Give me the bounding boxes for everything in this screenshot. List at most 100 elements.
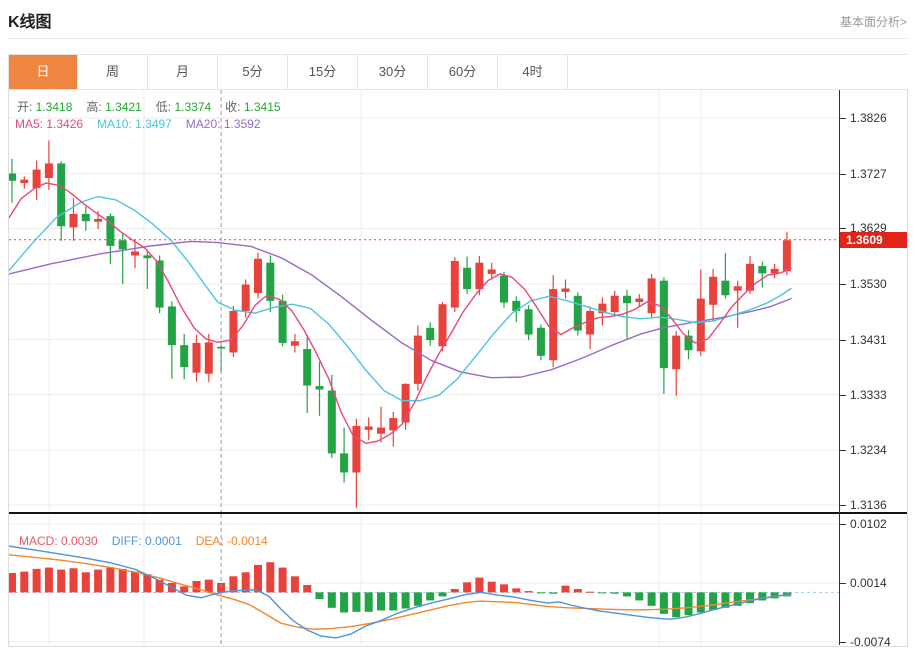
candle — [782, 240, 791, 272]
macd-bar — [241, 572, 250, 593]
candle — [475, 262, 484, 290]
candle — [709, 276, 718, 305]
candle — [143, 255, 152, 259]
axis-tick-label: 1.3530 — [850, 277, 887, 292]
macd-bar — [315, 592, 324, 600]
macd-bar — [413, 592, 422, 606]
candle — [758, 266, 767, 274]
candle — [9, 173, 16, 181]
candle — [340, 453, 349, 473]
candle — [217, 346, 226, 349]
macd-bar — [758, 592, 767, 601]
macd-bar — [44, 567, 53, 593]
candle — [364, 426, 373, 430]
candle — [192, 342, 201, 373]
macd-plot[interactable] — [9, 514, 839, 647]
axis-tick — [839, 524, 846, 525]
candle — [561, 288, 570, 292]
macd-bar — [364, 592, 373, 612]
candle — [721, 280, 730, 296]
candle — [278, 300, 287, 343]
candle — [684, 335, 693, 351]
axis-tick — [839, 394, 846, 396]
current-price-marker: 1.3609 — [840, 231, 907, 248]
legend-item: MA20: 1.3592 — [185, 117, 261, 131]
macd-bar — [438, 592, 447, 597]
axis-tick-label: 0.0014 — [850, 576, 887, 590]
macd-bar — [500, 584, 508, 593]
macd-bar — [709, 592, 718, 610]
axis-tick — [839, 118, 846, 119]
interval-tabstrip: 日周月 5分 15分 30分 60分 4时 — [8, 54, 908, 90]
fundamental-analysis-link[interactable]: 基本面分析> — [839, 15, 907, 29]
candle — [377, 427, 385, 434]
candle — [635, 298, 644, 302]
macd-bar — [450, 589, 459, 593]
tab-30min[interactable]: 30分 — [358, 55, 428, 89]
macd-bar — [352, 592, 361, 612]
candle — [413, 335, 422, 384]
candle — [254, 258, 262, 293]
candle — [94, 218, 103, 222]
tab-day[interactable]: 日 — [8, 55, 78, 89]
axis-tick — [839, 450, 846, 452]
candle — [57, 163, 66, 227]
candle — [623, 295, 631, 304]
macd-bar — [721, 592, 730, 608]
tab-4hour[interactable]: 4时 — [498, 55, 568, 89]
macd-bar — [770, 592, 779, 599]
tab-week[interactable]: 周 — [78, 55, 148, 89]
macd-bar — [684, 592, 693, 616]
tab-15min[interactable]: 15分 — [288, 55, 358, 89]
macd-bar — [303, 585, 312, 593]
price-axis-line — [839, 90, 840, 645]
axis-tick — [839, 173, 846, 175]
ma-legend: MA5: 1.3426 MA10: 1.3497 MA20: 1.3592 — [15, 117, 275, 131]
macd-bar — [389, 592, 398, 611]
tab-60min[interactable]: 60分 — [428, 55, 498, 89]
tab-5min[interactable]: 5分 — [218, 55, 288, 89]
macd-bar — [561, 585, 570, 593]
axis-tick-label: 1.3826 — [850, 111, 887, 125]
candle — [20, 179, 29, 184]
macd-bar — [143, 574, 152, 593]
candle — [290, 341, 299, 346]
macd-bar — [746, 592, 754, 604]
macd-bar — [81, 572, 90, 593]
chart-widget: 1.3826 1.3727 1.3629 1.3530 1.3431 1.3333 1.32… — [8, 90, 908, 649]
macd-bar — [573, 589, 582, 593]
legend-item: MACD: 0.0030 — [19, 534, 98, 548]
macd-bar — [623, 592, 631, 597]
legend-item: DEA: -0.0014 — [195, 534, 268, 548]
candle — [549, 289, 558, 361]
macd-bar — [180, 586, 189, 593]
candle — [327, 390, 336, 454]
axis-tick-label: 1.3727 — [850, 166, 887, 181]
legend-item: MA5: 1.3426 — [15, 117, 84, 131]
candle — [500, 275, 508, 303]
candle — [204, 342, 213, 374]
axis-tick — [839, 642, 846, 643]
macd-bar — [229, 576, 238, 593]
macd-legend: MACD: 0.0030 DIFF: 0.0001 DEA: -0.0014 — [19, 534, 282, 548]
candle — [315, 386, 324, 390]
macd-bar — [672, 592, 681, 618]
macd-bar — [340, 592, 349, 613]
candle — [303, 349, 312, 386]
tab-month[interactable]: 月 — [148, 55, 218, 89]
macd-bar — [536, 592, 545, 594]
candlestick-plot[interactable] — [9, 90, 839, 512]
macd-bar — [696, 592, 705, 613]
candle — [487, 269, 496, 274]
candle — [586, 310, 595, 335]
macd-bar — [290, 576, 299, 593]
candle — [524, 309, 533, 335]
axis-tick — [839, 284, 846, 286]
axis-tick — [839, 228, 846, 230]
candle — [647, 278, 656, 314]
macd-bar — [426, 592, 435, 601]
macd-bar — [586, 591, 595, 593]
macd-bar — [327, 592, 336, 608]
candle — [463, 267, 472, 290]
